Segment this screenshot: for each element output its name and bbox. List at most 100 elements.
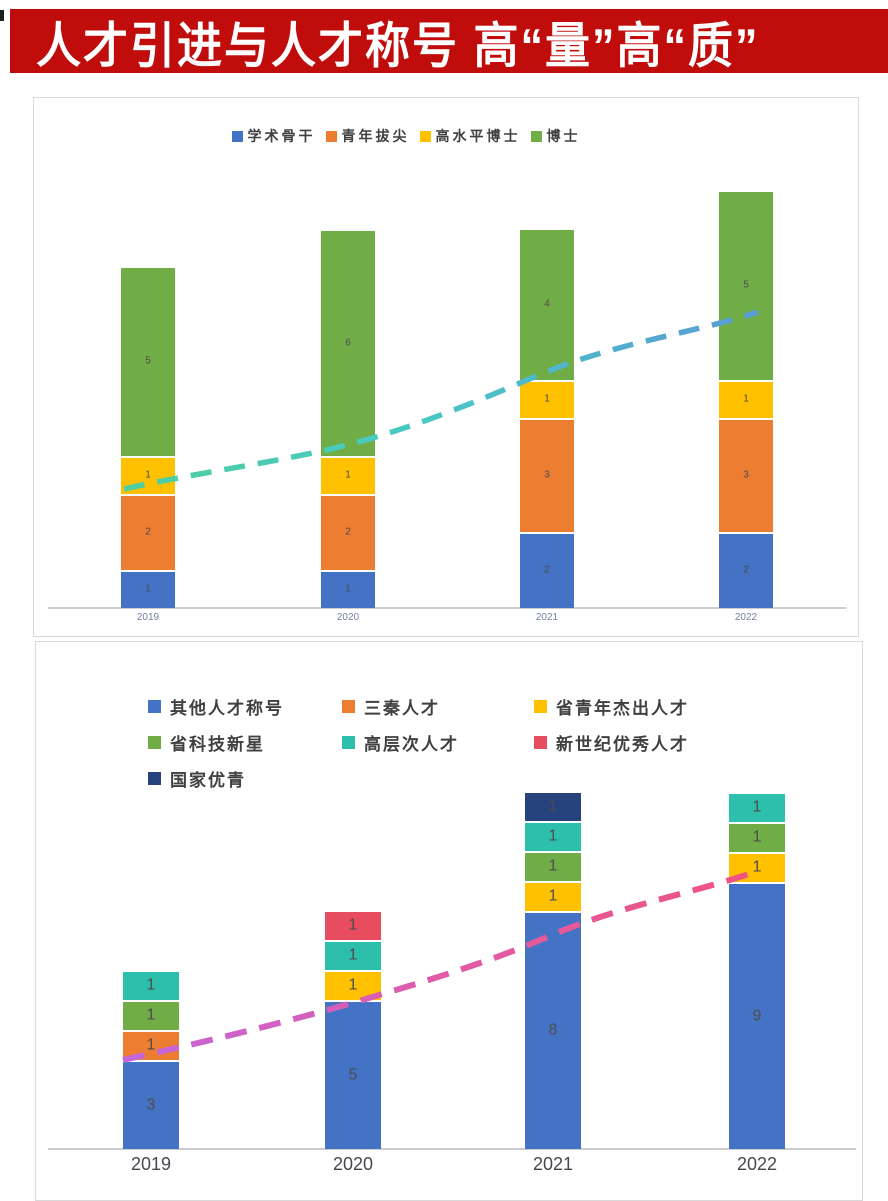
x-axis-line — [48, 1148, 856, 1150]
segment-value-label: 8 — [548, 1021, 558, 1039]
bar-segment: 1 — [525, 793, 581, 821]
talent-titles-stacked-bar-chart: 其他人才称号 三秦人才 省青年杰出人才省科技新星 高层次人才 新世纪优秀人才国家优青 3… — [35, 641, 863, 1201]
segment-value-label: 5 — [348, 1065, 358, 1083]
bar-segment: 1 — [325, 912, 381, 940]
legend-swatch — [534, 736, 547, 749]
x-axis-label: 2022 — [736, 1154, 778, 1174]
bar-segment: 1 — [729, 854, 785, 882]
segment-value-label: 2 — [345, 526, 351, 538]
segment-value-label: 1 — [345, 583, 351, 595]
bar-segment: 1 — [123, 972, 179, 1000]
legend-item: 国家优青 — [148, 766, 246, 791]
legend-item: 高水平博士 — [419, 126, 521, 146]
segment-value-label: 1 — [348, 916, 358, 934]
bar-segment: 3 — [520, 420, 574, 532]
bar-segment: 6 — [321, 231, 375, 456]
bar-segment: 5 — [719, 192, 773, 380]
segment-value-label: 1 — [146, 1006, 156, 1024]
segment-value-label: 3 — [544, 469, 550, 481]
bar-segment: 1 — [729, 824, 785, 852]
segment-value-label: 1 — [146, 976, 156, 994]
legend-item: 三秦人才 — [342, 694, 440, 719]
segment-value-label: 1 — [345, 469, 351, 481]
segment-value-label: 1 — [752, 798, 762, 816]
segment-value-label: 1 — [548, 857, 558, 875]
bar-segment: 1 — [121, 572, 175, 608]
legend-label: 国家优青 — [170, 771, 246, 790]
bar-segment: 9 — [729, 884, 785, 1149]
segment-value-label: 3 — [743, 469, 749, 481]
legend-item: 学术骨干 — [231, 126, 316, 146]
bar-segment: 4 — [520, 230, 574, 380]
legend-item: 新世纪优秀人才 — [534, 730, 689, 755]
bar-segment: 3 — [719, 420, 773, 532]
segment-value-label: 2 — [544, 564, 550, 576]
segment-value-label: 1 — [548, 797, 558, 815]
legend-item: 省青年杰出人才 — [534, 694, 689, 719]
bar-segment: 1 — [321, 572, 375, 608]
x-axis-label: 2021 — [535, 612, 559, 623]
talent-intake-stacked-bar-chart: 学术骨干 青年拔尖 高水平博士 博士 1 2 1 5 2019 1 2 1 6 2020 2 3 1 4 2021… — [33, 97, 859, 637]
bar-segment: 1 — [525, 853, 581, 881]
segment-value-label: 1 — [544, 393, 550, 405]
legend-swatch — [325, 130, 337, 142]
segment-value-label: 5 — [145, 355, 151, 367]
x-axis-label: 2019 — [130, 1154, 172, 1174]
segment-value-label: 5 — [743, 279, 749, 291]
bar-segment: 2 — [520, 534, 574, 608]
bar-segment: 1 — [321, 458, 375, 494]
legend-swatch — [148, 700, 161, 713]
bar-segment: 1 — [719, 382, 773, 418]
legend-label: 省青年杰出人才 — [556, 699, 689, 718]
legend-swatch — [419, 130, 431, 142]
segment-value-label: 1 — [548, 827, 558, 845]
segment-value-label: 6 — [345, 337, 351, 349]
legend-swatch — [534, 700, 547, 713]
legend-item: 博士 — [530, 126, 581, 146]
segment-value-label: 1 — [145, 469, 151, 481]
bar-segment: 5 — [325, 1002, 381, 1149]
bar-segment: 1 — [123, 1002, 179, 1030]
segment-value-label: 1 — [752, 858, 762, 876]
title-banner: 人才引进与人才称号 高“量”高“质” — [10, 9, 888, 73]
plot-area: 3 1 1 1 2019 5 1 1 1 2020 8 1 1 1 1 2021 9 1 1 1 2022 — [36, 642, 862, 1200]
bar-segment: 1 — [525, 823, 581, 851]
bar-segment: 3 — [123, 1062, 179, 1149]
x-axis-label: 2020 — [336, 612, 360, 623]
legend-swatch — [231, 130, 243, 142]
legend-label: 省科技新星 — [170, 735, 265, 754]
segment-value-label: 9 — [752, 1006, 762, 1024]
bar-segment: 1 — [729, 794, 785, 822]
legend-item: 青年拔尖 — [325, 126, 410, 146]
legend-label: 博士 — [546, 128, 581, 144]
bar-segment: 1 — [123, 1032, 179, 1060]
segment-value-label: 1 — [548, 887, 558, 905]
bar-segment: 1 — [525, 883, 581, 911]
legend-swatch — [530, 130, 542, 142]
legend-item: 省科技新星 — [148, 730, 265, 755]
page-title: 人才引进与人才称号 高“量”高“质” — [36, 17, 760, 73]
legend-label: 学术骨干 — [247, 128, 316, 144]
legend-label: 高水平博士 — [435, 128, 521, 144]
bar-segment: 1 — [520, 382, 574, 418]
legend-label: 新世纪优秀人才 — [556, 735, 689, 754]
x-axis-label: 2022 — [734, 612, 758, 623]
legend-item: 高层次人才 — [342, 730, 459, 755]
legend-label: 其他人才称号 — [170, 699, 284, 718]
legend-swatch — [148, 772, 161, 785]
segment-value-label: 1 — [752, 828, 762, 846]
segment-value-label: 2 — [145, 526, 151, 538]
segment-value-label: 1 — [145, 583, 151, 595]
slide-edge-artifact — [0, 10, 4, 21]
legend-label: 青年拔尖 — [341, 128, 410, 144]
segment-value-label: 1 — [146, 1036, 156, 1054]
segment-value-label: 4 — [544, 298, 550, 310]
bar-segment: 5 — [121, 268, 175, 456]
segment-value-label: 1 — [743, 393, 749, 405]
segment-value-label: 1 — [348, 946, 358, 964]
bar-segment: 1 — [325, 942, 381, 970]
segment-value-label: 3 — [146, 1095, 156, 1113]
legend-swatch — [342, 736, 355, 749]
bar-segment: 2 — [121, 496, 175, 570]
